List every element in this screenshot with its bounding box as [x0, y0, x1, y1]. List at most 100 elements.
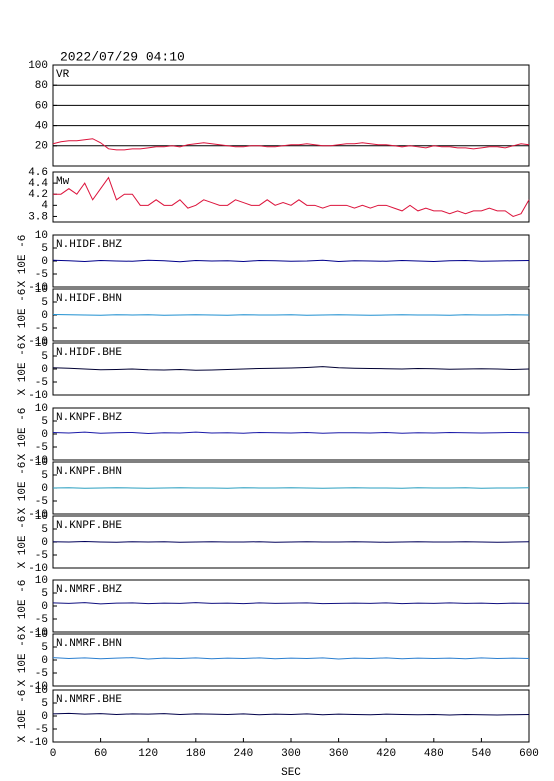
y-tick-label: 100 [28, 60, 48, 72]
y-axis-label: X 10E -6 [17, 580, 29, 633]
y-tick-label: 10 [35, 511, 48, 523]
y-tick-label: 0 [41, 537, 48, 549]
trace [52, 487, 530, 489]
trace [53, 176, 530, 217]
panel-frame [52, 633, 530, 687]
y-tick-label: 0 [41, 310, 48, 322]
y-tick-label: 40 [35, 121, 48, 133]
y-tick-label: -10 [28, 627, 48, 639]
y-tick-label: 4.6 [28, 167, 48, 179]
y-axis-label: X 10E -6 [17, 408, 29, 461]
y-tick-label: 5 [41, 588, 48, 600]
y-tick-label: -10 [28, 563, 48, 575]
y-tick-label: 10 [35, 230, 48, 242]
panel-frame [52, 579, 530, 633]
legend-label: N.NMRF.BHE [56, 694, 122, 706]
trace [52, 657, 530, 660]
x-tick-label: 120 [138, 748, 158, 760]
y-tick-label: 3.8 [28, 211, 48, 223]
legend-label: Mw [56, 176, 70, 188]
y-axis-label: X 10E -6 [17, 690, 29, 743]
y-tick-label: 5 [41, 470, 48, 482]
panel-frame [52, 407, 530, 461]
x-axis-label: SEC [281, 767, 301, 779]
y-tick-label: -10 [28, 509, 48, 521]
x-tick-label: 420 [376, 748, 396, 760]
x-tick-label: 600 [519, 748, 539, 760]
panel-frame [52, 171, 530, 223]
y-tick-label: 60 [35, 100, 48, 112]
y-tick-label: 10 [35, 457, 48, 469]
trace [52, 138, 530, 151]
y-tick-label: -10 [28, 336, 48, 348]
y-tick-label: -10 [28, 737, 48, 749]
y-tick-label: -5 [35, 496, 48, 508]
y-tick-label: -10 [28, 681, 48, 693]
y-tick-label: 4 [41, 200, 48, 212]
y-tick-label: 10 [35, 403, 48, 415]
y-tick-label: -5 [35, 269, 48, 281]
legend-label: VR [56, 69, 70, 81]
x-tick-label: 540 [471, 748, 491, 760]
y-tick-label: 80 [35, 80, 48, 92]
y-tick-label: 10 [35, 575, 48, 587]
trace [52, 712, 530, 716]
trace [52, 602, 530, 605]
y-tick-label: -5 [35, 668, 48, 680]
x-tick-label: 480 [424, 748, 444, 760]
trace [52, 540, 530, 543]
legend-label: N.NMRF.BHN [56, 638, 122, 650]
y-tick-label: -5 [35, 614, 48, 626]
y-tick-label: 4.4 [28, 178, 48, 190]
panel-frame [52, 689, 530, 743]
y-axis-label: X 10E -6 [17, 289, 29, 342]
y-tick-label: 5 [41, 524, 48, 536]
trace [52, 259, 530, 263]
y-axis-label: X 10E -6 [17, 343, 29, 396]
y-tick-label: 0 [41, 256, 48, 268]
y-axis-label: X 10E -6 [17, 235, 29, 288]
y-axis-label: X 10E -6 [17, 462, 29, 515]
y-tick-label: 4.2 [28, 189, 48, 201]
legend-label: N.HIDF.BHZ [56, 239, 122, 251]
x-tick-label: 60 [94, 748, 107, 760]
chart-title: 2022/07/29 04:10 [60, 49, 185, 64]
y-tick-label: 10 [35, 338, 48, 350]
legend-label: N.KNPF.BHZ [56, 412, 122, 424]
legend-label: N.KNPF.BHN [56, 466, 122, 478]
legend-label: N.HIDF.BHE [56, 347, 122, 359]
y-tick-label: 0 [41, 364, 48, 376]
y-tick-label: 0 [41, 601, 48, 613]
y-tick-label: -5 [35, 323, 48, 335]
y-tick-label: 0 [41, 429, 48, 441]
x-tick-label: 0 [50, 748, 57, 760]
legend-label: N.KNPF.BHE [56, 520, 122, 532]
trace [52, 313, 530, 316]
x-tick-label: 240 [233, 748, 253, 760]
y-tick-label: -5 [35, 442, 48, 454]
legend-label: N.NMRF.BHZ [56, 584, 122, 596]
x-tick-label: 180 [186, 748, 206, 760]
y-tick-label: 5 [41, 297, 48, 309]
panel-frame [52, 64, 530, 167]
y-tick-label: 10 [35, 284, 48, 296]
y-tick-label: -10 [28, 282, 48, 294]
y-tick-label: -10 [28, 455, 48, 467]
y-tick-label: -5 [35, 550, 48, 562]
y-axis-label: X 10E -6 [17, 516, 29, 569]
y-tick-label: -10 [28, 390, 48, 402]
x-tick-label: 300 [281, 748, 301, 760]
y-tick-label: 5 [41, 243, 48, 255]
y-tick-label: -5 [35, 377, 48, 389]
y-tick-label: 5 [41, 416, 48, 428]
y-tick-label: 10 [35, 629, 48, 641]
y-tick-label: 0 [41, 483, 48, 495]
y-tick-label: 0 [41, 655, 48, 667]
y-tick-label: 5 [41, 698, 48, 710]
y-tick-label: 10 [35, 685, 48, 697]
y-tick-label: 5 [41, 351, 48, 363]
y-tick-label: -5 [35, 724, 48, 736]
y-axis-label: X 10E -6 [17, 634, 29, 687]
